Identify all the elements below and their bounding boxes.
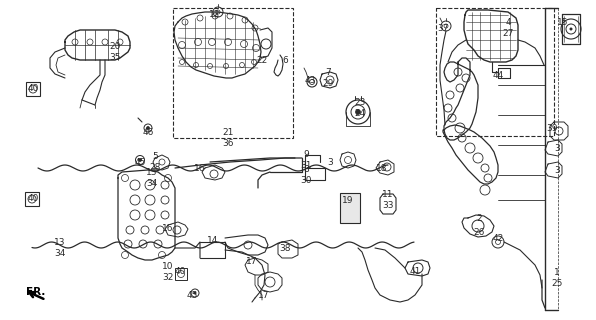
Text: 3: 3 [554, 165, 560, 174]
Text: 14: 14 [207, 236, 219, 244]
Text: 26: 26 [473, 228, 485, 236]
Text: 4
27: 4 27 [502, 18, 514, 38]
Bar [25, 192, 39, 206]
Text: 5
28: 5 28 [150, 152, 161, 172]
Text: 7
29: 7 29 [322, 68, 334, 88]
Text: 1
25: 1 25 [551, 268, 563, 288]
Text: 44: 44 [492, 70, 504, 79]
Text: 45: 45 [134, 157, 145, 166]
Text: 12: 12 [209, 10, 221, 19]
Bar [173, 8, 293, 138]
Text: 9
31: 9 31 [300, 150, 312, 170]
Text: 18: 18 [376, 164, 388, 172]
Circle shape [355, 109, 361, 115]
Text: 10
32: 10 32 [162, 262, 174, 282]
Text: 17: 17 [258, 291, 270, 300]
Text: 21
36: 21 36 [222, 128, 234, 148]
Text: 13
34: 13 34 [54, 238, 66, 258]
Text: 3: 3 [327, 157, 333, 166]
Text: 41: 41 [409, 268, 421, 276]
Text: 19: 19 [342, 196, 354, 204]
Text: 15: 15 [557, 18, 569, 27]
Text: 38: 38 [280, 244, 291, 252]
Text: 39: 39 [547, 124, 558, 132]
Bar [26, 82, 40, 96]
Circle shape [570, 28, 573, 30]
Bar [436, 8, 554, 136]
Text: 13
34: 13 34 [146, 168, 158, 188]
Text: 2: 2 [476, 213, 482, 222]
Circle shape [147, 126, 150, 130]
Text: 43: 43 [305, 76, 316, 84]
Text: 37: 37 [437, 23, 449, 33]
Text: 17: 17 [246, 258, 257, 267]
Text: 3: 3 [554, 143, 560, 153]
Text: 16: 16 [162, 223, 174, 233]
Bar [340, 193, 360, 223]
Bar [175, 268, 187, 280]
Circle shape [194, 292, 197, 294]
Text: 20
35: 20 35 [109, 42, 121, 62]
Text: 42: 42 [492, 234, 504, 243]
Text: 16: 16 [194, 164, 206, 172]
Text: 40: 40 [27, 84, 39, 92]
Circle shape [138, 158, 141, 162]
Text: 45: 45 [187, 291, 198, 300]
Text: 8
30: 8 30 [300, 165, 312, 185]
Text: 40: 40 [174, 268, 186, 276]
Text: 6: 6 [282, 55, 288, 65]
Text: 11
33: 11 33 [382, 190, 394, 210]
Text: 22: 22 [256, 55, 268, 65]
Text: 23
24: 23 24 [354, 98, 366, 118]
Text: FR.: FR. [26, 287, 46, 297]
Text: 46: 46 [142, 127, 154, 137]
Text: 40: 40 [27, 194, 39, 203]
